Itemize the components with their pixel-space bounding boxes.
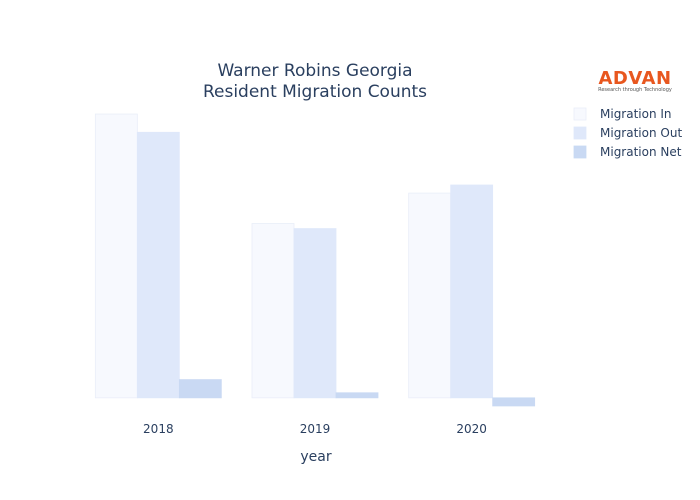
bars-layer (94, 113, 536, 407)
x-axis-title: year (300, 449, 331, 465)
logo-tagline: Research through Technology (598, 87, 672, 93)
legend-swatch-migration-in[interactable] (573, 107, 587, 121)
bar-migration-out-2018[interactable] (136, 131, 180, 399)
x-tick-label-2019: 2019 (300, 422, 331, 436)
bar-migration-net-2018[interactable] (178, 379, 222, 399)
advan-logo: ADVAN Research through Technology (598, 68, 672, 93)
chart-title-line-1: Warner Robins Georgia (217, 61, 412, 81)
chart-title-line-2: Resident Migration Counts (203, 82, 427, 102)
bar-migration-in-2018[interactable] (94, 113, 138, 399)
bar-migration-net-2019[interactable] (335, 392, 379, 399)
bar-migration-net-2020[interactable] (492, 397, 536, 407)
legend-label-migration-out[interactable]: Migration Out (600, 126, 682, 140)
logo-wordmark: ADVAN (598, 68, 671, 89)
chart-title: Warner Robins Georgia Resident Migration… (203, 61, 427, 102)
x-tick-label-2020: 2020 (456, 422, 487, 436)
legend: Migration In Migration Out Migration Net (573, 107, 682, 159)
legend-label-migration-in[interactable]: Migration In (600, 107, 672, 121)
x-tick-labels: 2018 2019 2020 (143, 422, 487, 436)
bar-migration-out-2020[interactable] (450, 184, 494, 399)
legend-label-migration-net[interactable]: Migration Net (600, 145, 682, 159)
x-tick-label-2018: 2018 (143, 422, 174, 436)
bar-migration-out-2019[interactable] (293, 228, 337, 399)
bar-migration-in-2020[interactable] (408, 192, 452, 399)
bar-migration-in-2019[interactable] (251, 223, 295, 399)
legend-swatch-migration-net[interactable] (573, 145, 587, 159)
legend-swatch-migration-out[interactable] (573, 126, 587, 140)
